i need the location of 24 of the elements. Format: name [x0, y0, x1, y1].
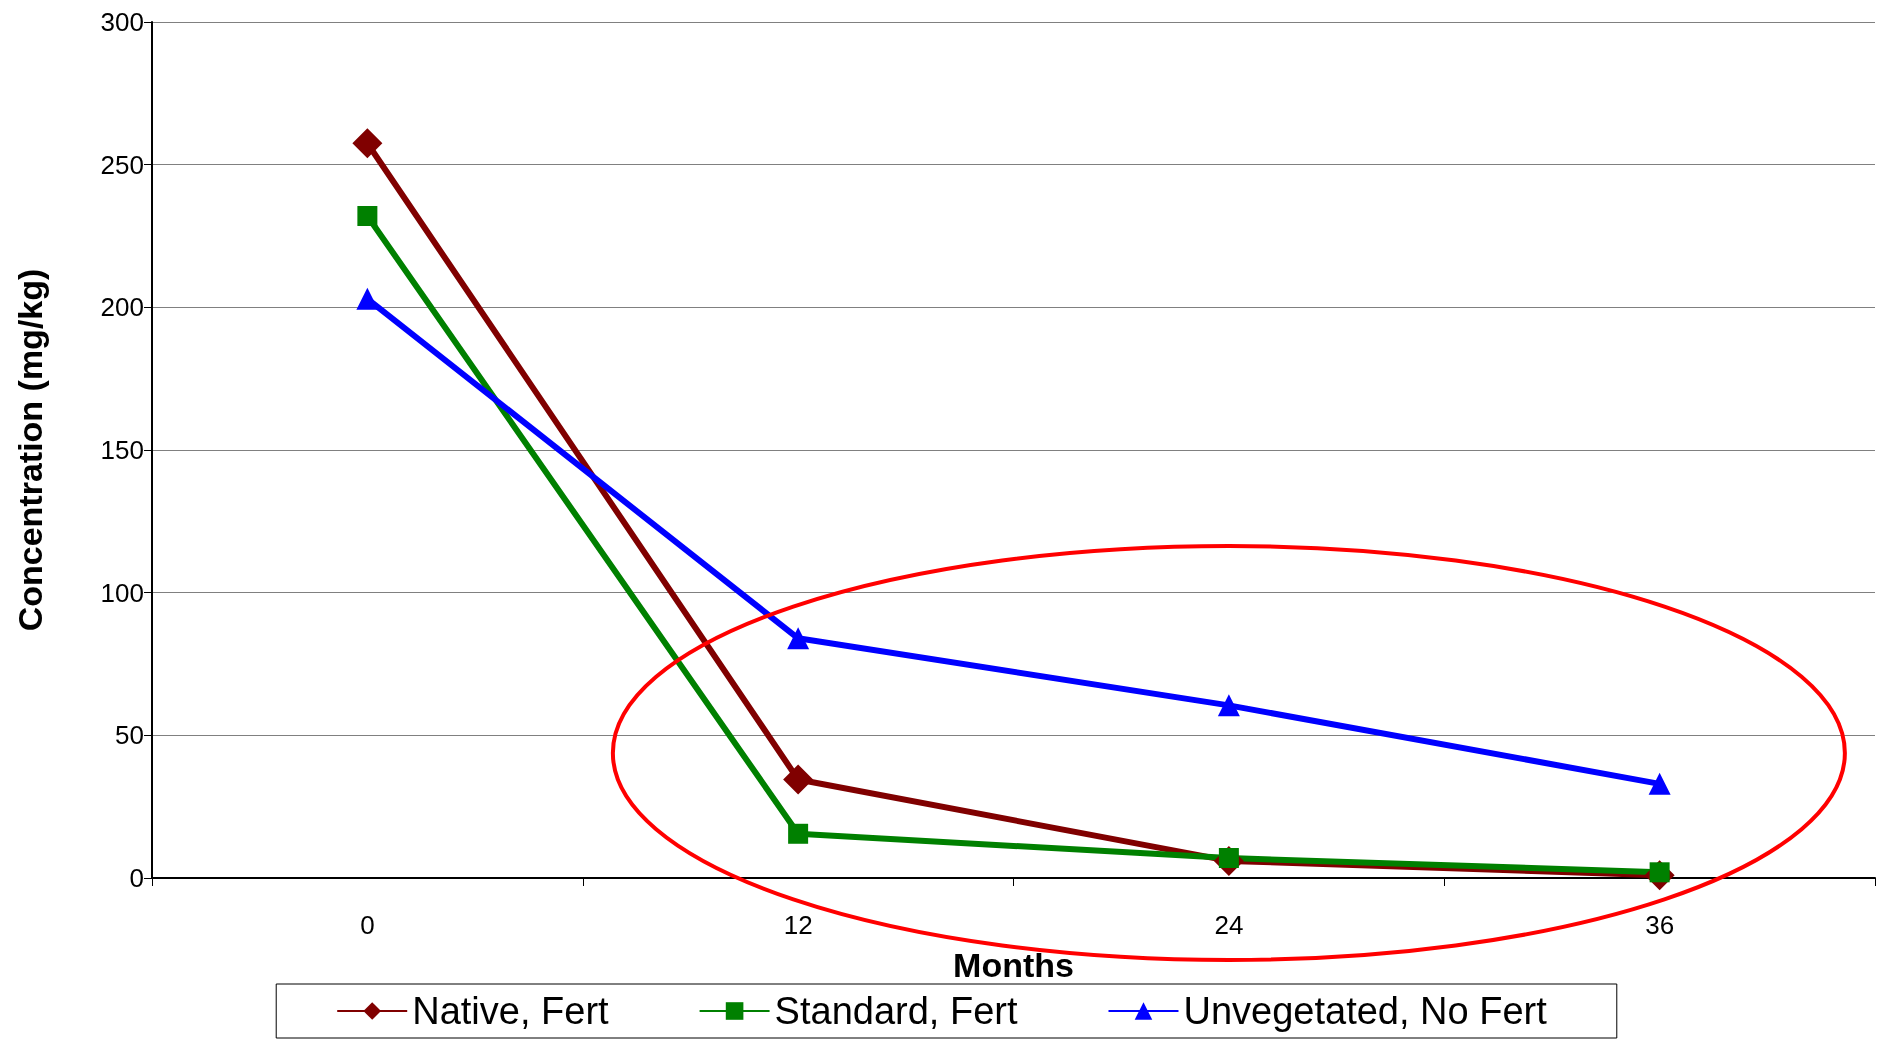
- point: [356, 287, 379, 310]
- legend-label: Unvegetated, No Fert: [1183, 990, 1548, 1032]
- point: [357, 206, 378, 227]
- x-tick-label: 24: [1214, 910, 1244, 940]
- y-tick-label: 150: [100, 435, 144, 465]
- point: [787, 627, 810, 650]
- x-axis-title: Months: [953, 946, 1074, 984]
- point: [1648, 772, 1671, 795]
- y-tick-label: 100: [100, 577, 144, 608]
- y-axis-title: Concentration (mg/kg): [11, 268, 49, 632]
- x-tick-label: 0: [360, 910, 375, 940]
- y-tick-label: 0: [129, 863, 144, 893]
- y-tick-label: 300: [100, 7, 144, 37]
- y-tick-label: 250: [100, 149, 144, 180]
- legend-label: Standard, Fert: [774, 990, 1018, 1032]
- y-tick-label: 200: [100, 292, 144, 323]
- x-tick-label: 36: [1645, 910, 1675, 940]
- legend-label: Native, Fert: [412, 990, 610, 1032]
- point: [783, 764, 814, 795]
- point: [352, 128, 383, 159]
- point: [1217, 694, 1240, 717]
- y-tick-label: 50: [115, 720, 144, 751]
- point: [788, 823, 809, 844]
- x-tick-label: 12: [783, 910, 813, 940]
